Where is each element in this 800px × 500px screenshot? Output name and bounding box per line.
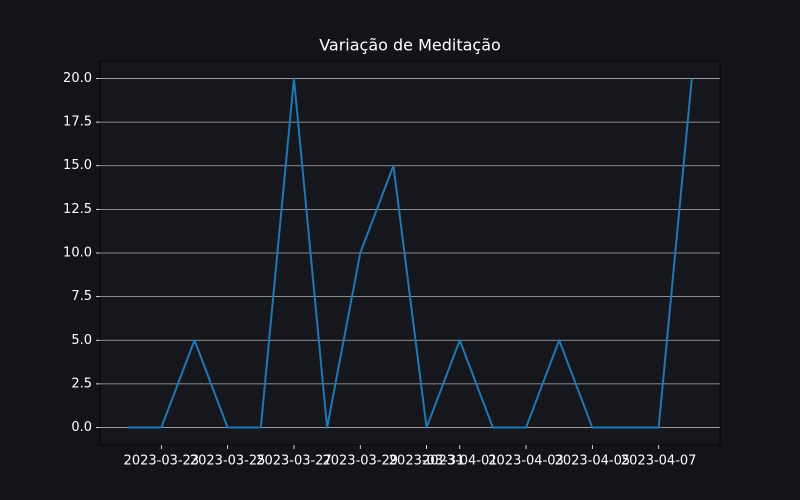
x-tick-label: 2023-04-03 xyxy=(488,454,564,469)
x-tick-label: 2023-03-25 xyxy=(190,454,266,469)
x-tick-label: 2023-03-27 xyxy=(256,454,332,469)
x-tick-label: 2023-03-29 xyxy=(322,454,398,469)
y-tick-label: 17.5 xyxy=(63,115,92,130)
y-tick-label: 20.0 xyxy=(63,71,92,86)
chart-title: Variação de Meditação xyxy=(319,36,501,55)
x-tick-label: 2023-04-01 xyxy=(422,454,498,469)
y-tick-label: 15.0 xyxy=(63,158,92,173)
y-tick-label: 10.0 xyxy=(63,246,92,261)
y-tick-label: 5.0 xyxy=(71,333,92,348)
x-tick-label: 2023-04-05 xyxy=(555,454,631,469)
y-tick-label: 2.5 xyxy=(71,376,92,391)
line-series xyxy=(128,77,693,429)
x-tick-label: 2023-03-31 xyxy=(389,454,465,469)
y-tick-label: 12.5 xyxy=(63,202,92,217)
x-tick-label: 2023-04-07 xyxy=(621,454,697,469)
y-tick-label: 0.0 xyxy=(71,420,92,435)
y-tick-label: 7.5 xyxy=(71,289,92,304)
x-tick-label: 2023-03-23 xyxy=(124,454,200,469)
